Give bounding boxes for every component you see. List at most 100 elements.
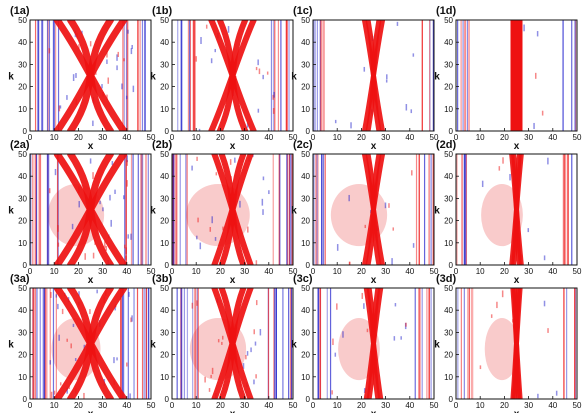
x-tick-label: 40 [405,401,414,410]
x-tick-label: 10 [333,133,342,142]
panel-label: (2a) [10,139,30,151]
y-tick-label: 40 [18,306,27,315]
y-tick-label: 40 [444,172,453,181]
fringe [140,154,142,265]
fringe-dash [92,120,94,127]
fringe-dash [131,315,133,322]
fringe-dash [125,247,128,254]
heatmap [30,154,151,265]
fringe [291,154,293,265]
fringe [47,20,49,131]
fringe [139,20,141,131]
y-tick-label: 0 [165,261,170,270]
fringe-dash [268,190,270,195]
y-tick-label: 30 [160,194,169,203]
fringe-dash [61,308,64,315]
x-tick-label: 0 [454,401,459,410]
y-tick-label: 50 [18,150,27,159]
axes-frame [312,153,435,266]
fringe-dash [205,24,208,29]
fringe-dash [109,194,111,201]
fringe [460,288,462,399]
fringe [275,288,277,399]
fringe-dash [250,347,252,353]
fringe [56,154,59,265]
fringe-dash [331,390,333,395]
fringe [57,20,60,131]
fringe-dash [257,59,259,66]
y-tick-label: 10 [18,239,27,248]
x-tick-label: 50 [289,133,298,142]
x-tick-label: 10 [333,401,342,410]
fringe [49,288,51,399]
fringe [55,288,57,399]
fringe-dash [197,217,199,223]
fringe [123,20,126,131]
heatmap [34,20,151,131]
fringe-dash [255,260,258,265]
fringe-dash [72,323,75,328]
y-tick-label: 40 [444,38,453,47]
red-beam [365,154,382,265]
axes-frame [171,19,294,132]
axes-frame [455,19,578,132]
fringe [143,288,145,399]
fringe [185,154,187,265]
fringe [313,20,315,131]
fringe [418,154,420,265]
x-tick-label: 20 [500,133,509,142]
x-tick-label: 30 [240,401,249,410]
red-beam [511,154,522,265]
fringe-dash [481,180,484,188]
x-tick-label: 20 [357,133,366,142]
fringe-dash [101,84,103,89]
panel-3b: 0 10 20 30 40 50 0 10 20 30 40 50 x k (3b) [150,273,298,413]
fringe-dash [102,207,104,212]
fringe-dash [70,343,72,349]
fringe [141,288,144,399]
fringe-dash [116,54,118,61]
fringe-dash [366,328,369,333]
fringe [460,20,462,131]
fringe [39,154,42,265]
fringe [319,288,321,399]
pink-region [484,317,520,381]
x-tick-label: 10 [476,401,485,410]
y-axis-label: k [291,72,297,83]
x-tick-label: 50 [430,267,439,276]
x-tick-label: 10 [333,267,342,276]
fringe [315,154,317,265]
fringe-dash [208,388,211,392]
y-tick-label: 30 [160,328,169,337]
fringe [457,20,459,131]
x-tick-label: 20 [74,267,83,276]
y-tick-label: 50 [444,150,453,159]
x-axis-label: x [88,409,94,413]
fringe [40,20,43,131]
y-tick-label: 50 [301,284,310,293]
fringe [290,288,293,399]
fringe [133,288,135,399]
fringe-dash [191,302,194,309]
fringe [277,20,280,131]
x-tick-label: 30 [240,133,249,142]
x-tick-label: 20 [357,267,366,276]
y-tick-label: 10 [160,105,169,114]
y-tick-label: 30 [444,328,453,337]
fringe-dash [191,165,193,171]
fringe-dash [501,290,504,298]
fringe [414,288,416,399]
fringe [421,288,423,399]
fringe [563,288,565,399]
x-tick-label: 30 [240,267,249,276]
fringe-dash [66,387,68,394]
fringe-dash [125,95,128,100]
fringe-dash [502,157,504,164]
fringe [282,288,284,399]
fringe-dash [255,374,257,379]
y-axis-label: k [434,206,440,217]
fringe-dash [57,242,60,247]
fringe-dash [385,79,388,83]
heatmap [172,154,293,265]
